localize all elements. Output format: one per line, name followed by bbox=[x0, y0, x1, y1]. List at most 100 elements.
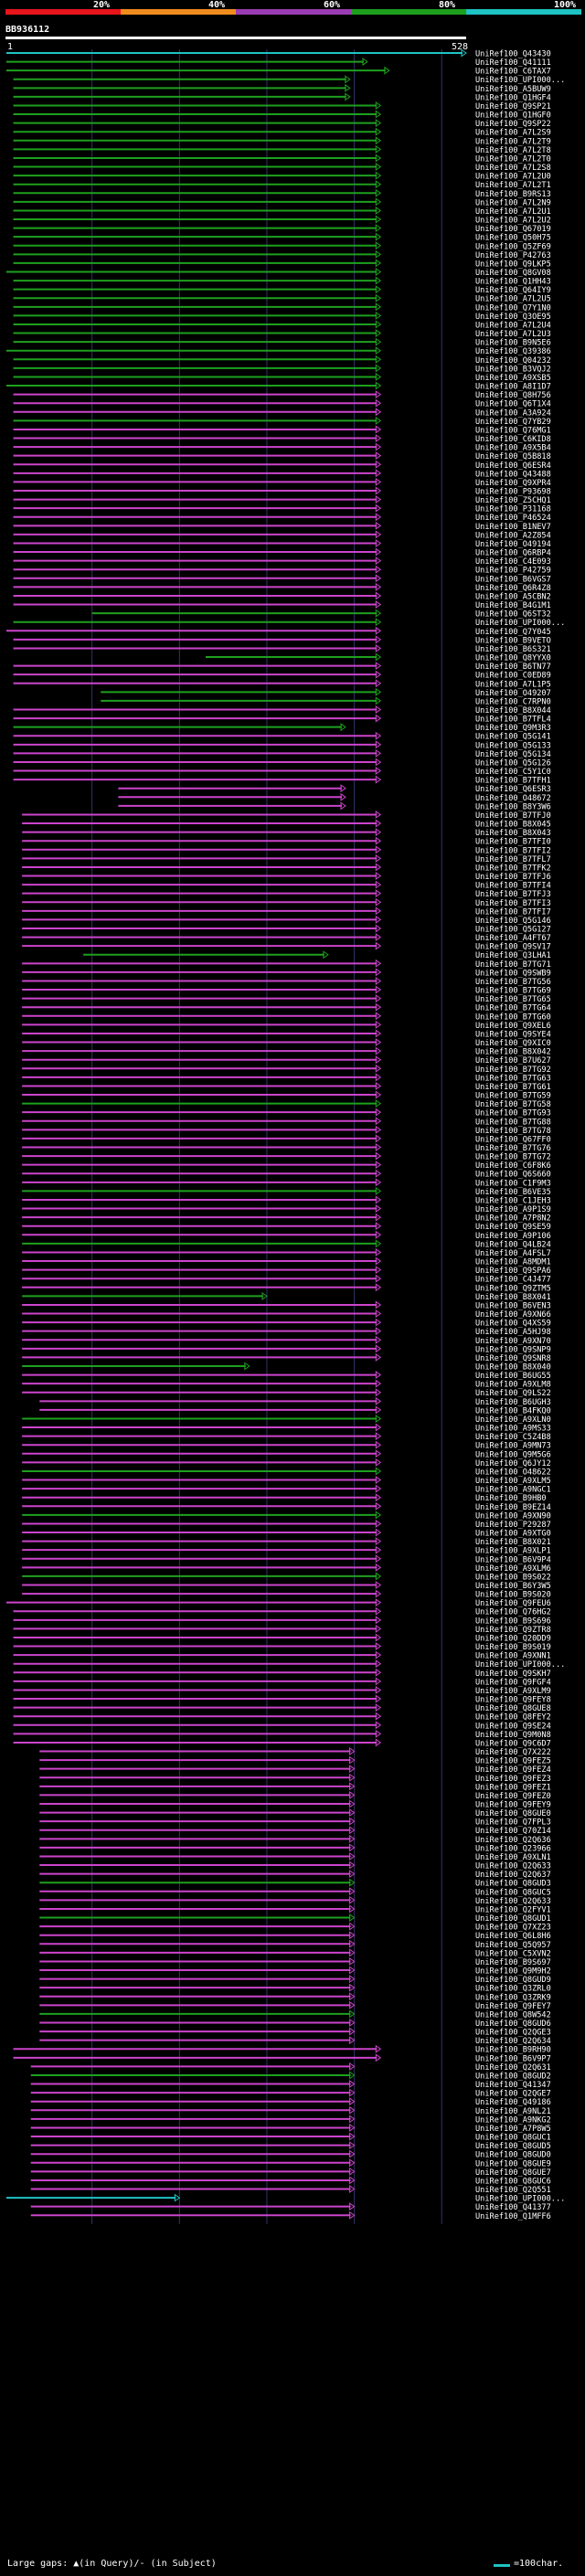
hit-label[interactable]: UniRef100_Q9SP22 bbox=[475, 120, 551, 129]
hit-label[interactable]: UniRef100_B6V9P7 bbox=[475, 2054, 551, 2063]
hit-label[interactable]: UniRef100_Q9FEZ4 bbox=[475, 1765, 551, 1775]
hit-label[interactable]: UniRef100_Q9FEY7 bbox=[475, 2002, 551, 2011]
hit-label[interactable]: UniRef100_B7TG71 bbox=[475, 960, 551, 970]
hit-label[interactable]: UniRef100_Q9C6D7 bbox=[475, 1739, 551, 1748]
hit-label[interactable]: UniRef100_C4E093 bbox=[475, 557, 551, 567]
hit-label[interactable]: UniRef100_Q8GUD0 bbox=[475, 2151, 551, 2160]
hit-label[interactable]: UniRef100_UPI000... bbox=[475, 76, 565, 85]
hit-label[interactable]: UniRef100_Q50H75 bbox=[475, 234, 551, 243]
hit-label[interactable]: UniRef100_Q9SNP9 bbox=[475, 1345, 551, 1354]
hit-label[interactable]: UniRef100_Q8GUD5 bbox=[475, 2142, 551, 2151]
hit-label[interactable]: UniRef100_UPI000... bbox=[475, 1660, 565, 1670]
hit-label[interactable]: UniRef100_A7L2U1 bbox=[475, 207, 551, 217]
hit-label[interactable]: UniRef100_P46524 bbox=[475, 514, 551, 523]
hit-label[interactable]: UniRef100_Q9SV17 bbox=[475, 943, 551, 952]
hit-label[interactable]: UniRef100_B7TFJ3 bbox=[475, 890, 551, 899]
hit-label[interactable]: UniRef100_Q8W542 bbox=[475, 2010, 551, 2019]
hit-label[interactable]: UniRef100_P42759 bbox=[475, 567, 551, 576]
hit-label[interactable]: UniRef100_Q8GUD9 bbox=[475, 1976, 551, 1985]
hit-label[interactable]: UniRef100_Q43430 bbox=[475, 50, 551, 59]
hit-label[interactable]: UniRef100_Q4XS59 bbox=[475, 1320, 551, 1329]
hit-label[interactable]: UniRef100_Q9SPA6 bbox=[475, 1267, 551, 1276]
hit-label[interactable]: UniRef100_A9NKG2 bbox=[475, 2115, 551, 2125]
hit-label[interactable]: UniRef100_Q6R4Z8 bbox=[475, 584, 551, 593]
hit-label[interactable]: UniRef100_B7TFJ6 bbox=[475, 873, 551, 882]
hit-label[interactable]: UniRef100_B9EZ14 bbox=[475, 1503, 551, 1512]
hit-label[interactable]: UniRef100_Q9SP21 bbox=[475, 102, 551, 111]
hit-label[interactable]: UniRef100_Q9M3R3 bbox=[475, 724, 551, 733]
hit-label[interactable]: UniRef100_A9P1S9 bbox=[475, 1205, 551, 1214]
hit-label[interactable]: UniRef100_B6VE35 bbox=[475, 1188, 551, 1197]
hit-label[interactable]: UniRef100_B8X044 bbox=[475, 706, 551, 716]
hit-label[interactable]: UniRef100_Q41111 bbox=[475, 58, 551, 68]
hit-label[interactable]: UniRef100_Q5G146 bbox=[475, 917, 551, 926]
hit-label[interactable]: UniRef100_B6VGS7 bbox=[475, 575, 551, 584]
hit-label[interactable]: UniRef100_A7L2S9 bbox=[475, 129, 551, 138]
hit-label[interactable]: UniRef100_B6S321 bbox=[475, 645, 551, 654]
hit-label[interactable]: UniRef100_A7P8W5 bbox=[475, 2125, 551, 2134]
hit-label[interactable]: UniRef100_B6UGH3 bbox=[475, 1398, 551, 1407]
hit-label[interactable]: UniRef100_B1NEV7 bbox=[475, 523, 551, 532]
hit-label[interactable]: UniRef100_Q2Q636 bbox=[475, 1836, 551, 1845]
hit-label[interactable]: UniRef100_A9XLN0 bbox=[475, 1415, 551, 1425]
hit-label[interactable]: UniRef100_C7RPN0 bbox=[475, 697, 551, 706]
hit-label[interactable]: UniRef100_Q9XEL6 bbox=[475, 1022, 551, 1031]
hit-label[interactable]: UniRef100_A7L2T8 bbox=[475, 146, 551, 155]
hit-label[interactable]: UniRef100_Q8H756 bbox=[475, 391, 551, 400]
hit-label[interactable]: UniRef100_Q8GUE8 bbox=[475, 1704, 551, 1713]
hit-label[interactable]: UniRef100_B6VEN3 bbox=[475, 1301, 551, 1310]
hit-label[interactable]: UniRef100_P93698 bbox=[475, 488, 551, 497]
hit-label[interactable]: UniRef100_B7TFL7 bbox=[475, 855, 551, 864]
hit-label[interactable]: UniRef100_B7TFI4 bbox=[475, 882, 551, 891]
hit-label[interactable]: UniRef100_A9XLM8 bbox=[475, 1381, 551, 1390]
hit-label[interactable]: UniRef100_B3VQJ2 bbox=[475, 365, 551, 374]
hit-label[interactable]: UniRef100_Q8GUD3 bbox=[475, 1880, 551, 1889]
hit-label[interactable]: UniRef100_Q6T1X4 bbox=[475, 400, 551, 409]
hit-label[interactable]: UniRef100_C6KID8 bbox=[475, 435, 551, 444]
hit-label[interactable]: UniRef100_B8Y3W6 bbox=[475, 802, 551, 811]
hit-label[interactable]: UniRef100_Q9SE59 bbox=[475, 1223, 551, 1232]
hit-label[interactable]: UniRef100_A8MDM1 bbox=[475, 1258, 551, 1267]
hit-label[interactable]: UniRef100_A9P106 bbox=[475, 1232, 551, 1241]
hit-label[interactable]: UniRef100_Q4LB24 bbox=[475, 1240, 551, 1249]
hit-label[interactable]: UniRef100_A9MS33 bbox=[475, 1425, 551, 1434]
hit-label[interactable]: UniRef100_A8I1D7 bbox=[475, 383, 551, 392]
hit-label[interactable]: UniRef100_O48622 bbox=[475, 1468, 551, 1477]
hit-label[interactable]: UniRef100_Q2Q551 bbox=[475, 2186, 551, 2195]
hit-label[interactable]: UniRef100_A9XN70 bbox=[475, 1337, 551, 1346]
hit-label[interactable]: UniRef100_B8X021 bbox=[475, 1538, 551, 1547]
hit-label[interactable]: UniRef100_Q8GUC6 bbox=[475, 2177, 551, 2186]
hit-label[interactable]: UniRef100_B9RH90 bbox=[475, 2046, 551, 2055]
hit-label[interactable]: UniRef100_B7TFJ0 bbox=[475, 811, 551, 821]
hit-label[interactable]: UniRef100_C5Z4B8 bbox=[475, 1433, 551, 1442]
hit-label[interactable]: UniRef100_B7TG78 bbox=[475, 1127, 551, 1136]
hit-label[interactable]: UniRef100_B7TG64 bbox=[475, 1004, 551, 1013]
hit-label[interactable]: UniRef100_P29287 bbox=[475, 1521, 551, 1530]
hit-label[interactable]: UniRef100_Q8GUC1 bbox=[475, 2134, 551, 2143]
hit-label[interactable]: UniRef100_Q5G127 bbox=[475, 926, 551, 935]
hit-label[interactable]: UniRef100_Q6RBP4 bbox=[475, 549, 551, 558]
hit-label[interactable]: UniRef100_Q2Q631 bbox=[475, 2063, 551, 2072]
hit-label[interactable]: UniRef100_Q2Q633 bbox=[475, 1897, 551, 1906]
hit-label[interactable]: UniRef100_Q6S660 bbox=[475, 1171, 551, 1180]
hit-label[interactable]: UniRef100_Q8GUD2 bbox=[475, 2072, 551, 2081]
hit-label[interactable]: UniRef100_Q9M0N8 bbox=[475, 1731, 551, 1740]
hit-label[interactable]: UniRef100_B9S019 bbox=[475, 1643, 551, 1652]
hit-label[interactable]: UniRef100_B7TG93 bbox=[475, 1109, 551, 1118]
hit-label[interactable]: UniRef100_A2Z854 bbox=[475, 531, 551, 540]
hit-label[interactable]: UniRef100_Q5B818 bbox=[475, 452, 551, 461]
hit-label[interactable]: UniRef100_A7L2U3 bbox=[475, 330, 551, 339]
hit-label[interactable]: UniRef100_Z5CHQ1 bbox=[475, 496, 551, 505]
hit-label[interactable]: UniRef100_O49207 bbox=[475, 689, 551, 698]
hit-label[interactable]: UniRef100_B8X045 bbox=[475, 821, 551, 830]
hit-label[interactable]: UniRef100_Q5Q957 bbox=[475, 1941, 551, 1950]
hit-label[interactable]: UniRef100_B4G1M1 bbox=[475, 601, 551, 610]
hit-label[interactable]: UniRef100_A9NL21 bbox=[475, 2107, 551, 2116]
hit-label[interactable]: UniRef100_Q2FYV1 bbox=[475, 1905, 551, 1914]
hit-label[interactable]: UniRef100_Q9FEZ0 bbox=[475, 1792, 551, 1801]
hit-label[interactable]: UniRef100_Q1MFF6 bbox=[475, 2212, 551, 2221]
hit-label[interactable]: UniRef100_Q9SWB9 bbox=[475, 969, 551, 978]
hit-label[interactable]: UniRef100_Q8GUE7 bbox=[475, 2168, 551, 2178]
hit-label[interactable]: UniRef100_Q2QGE3 bbox=[475, 2029, 551, 2038]
hit-label[interactable]: UniRef100_Q9SYE4 bbox=[475, 1030, 551, 1039]
